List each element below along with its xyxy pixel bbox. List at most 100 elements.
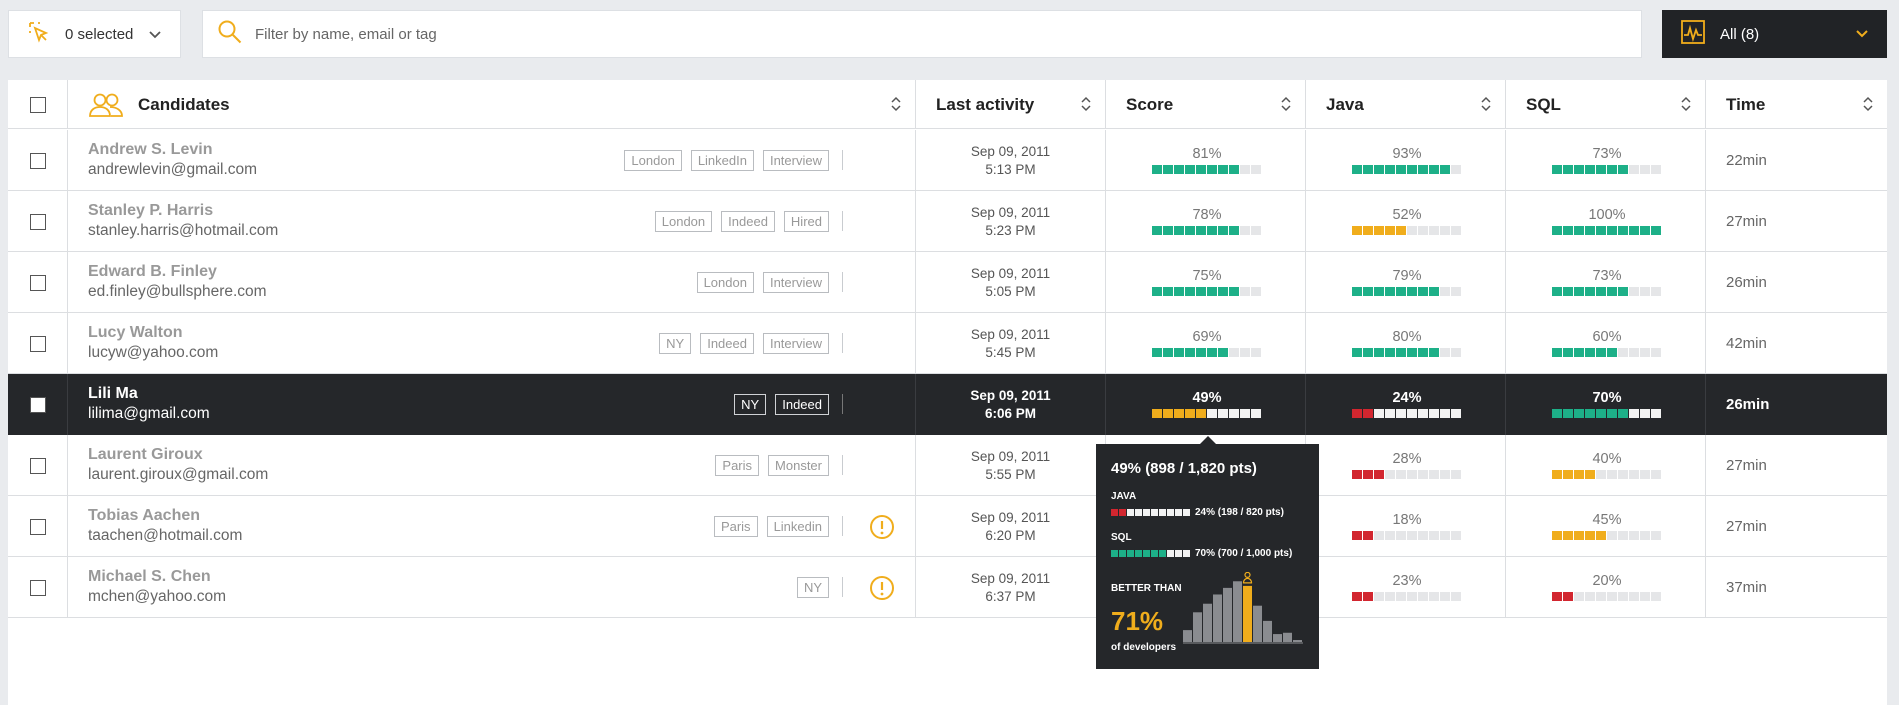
candidate-name[interactable]: Michael S. Chen bbox=[88, 568, 211, 585]
bar-segment bbox=[1229, 348, 1239, 357]
selection-dropdown[interactable]: 0 selected bbox=[8, 10, 181, 58]
candidate-name[interactable]: Lucy Walton bbox=[88, 324, 183, 341]
candidate-tag[interactable]: Monster bbox=[768, 455, 829, 476]
candidate-name[interactable]: Laurent Giroux bbox=[88, 446, 203, 463]
candidate-tag[interactable]: Interview bbox=[762, 333, 829, 354]
warning-icon[interactable] bbox=[869, 575, 895, 606]
candidate-name[interactable]: Andrew S. Levin bbox=[88, 141, 213, 158]
column-title: Time bbox=[1726, 94, 1766, 114]
row-checkbox[interactable] bbox=[29, 152, 46, 169]
column-header-time[interactable]: Time bbox=[1706, 80, 1887, 129]
sort-icon[interactable] bbox=[1681, 96, 1691, 117]
table-row[interactable]: Edward B. Finley ed.finley@bullsphere.com… bbox=[8, 252, 1887, 313]
table-row[interactable]: Andrew S. Levin andrewlevin@gmail.com Lond… bbox=[8, 130, 1887, 191]
select-all-checkbox[interactable] bbox=[29, 96, 46, 113]
row-checkbox[interactable] bbox=[29, 335, 46, 352]
candidate-tag[interactable]: Paris bbox=[715, 455, 760, 476]
bar-segment bbox=[1629, 165, 1639, 174]
bar-segment bbox=[1119, 509, 1126, 516]
candidate-tag[interactable]: Indeed bbox=[721, 211, 775, 232]
java-bar bbox=[1352, 226, 1462, 235]
search-bar[interactable] bbox=[202, 10, 1642, 58]
bar-segment bbox=[1185, 287, 1195, 296]
sort-icon[interactable] bbox=[1281, 96, 1291, 117]
candidate-tag[interactable]: London bbox=[624, 150, 682, 171]
sql-bar bbox=[1552, 165, 1662, 174]
bar-segment bbox=[1607, 165, 1617, 174]
candidate-email: lucyw@yahoo.com bbox=[88, 344, 219, 361]
candidate-tag[interactable]: Linkedin bbox=[766, 516, 829, 537]
sql-cell: 73% bbox=[1506, 252, 1706, 313]
column-header-candidates[interactable]: Candidates bbox=[68, 80, 916, 129]
warning-icon[interactable] bbox=[869, 514, 895, 545]
bar-segment bbox=[1552, 531, 1562, 540]
java-percent: 80% bbox=[1392, 329, 1422, 345]
candidate-tag[interactable]: Indeed bbox=[700, 333, 754, 354]
candidate-tag[interactable]: Indeed bbox=[775, 394, 829, 415]
candidate-name[interactable]: Edward B. Finley bbox=[88, 263, 217, 280]
last-activity-cell: Sep 09, 2011 5:05 PM bbox=[916, 252, 1106, 313]
table-row[interactable]: Tobias Aachen taachen@hotmail.com Paris Lin… bbox=[8, 496, 1887, 557]
candidate-tag[interactable]: London bbox=[696, 272, 754, 293]
score-cell: 49% bbox=[1106, 374, 1306, 435]
bar-segment bbox=[1607, 348, 1617, 357]
row-checkbox[interactable] bbox=[29, 274, 46, 291]
table-row[interactable]: Laurent Giroux laurent.giroux@gmail.com Pa… bbox=[8, 435, 1887, 496]
candidate-tag[interactable]: NY bbox=[796, 577, 829, 598]
row-checkbox[interactable] bbox=[29, 579, 46, 596]
bar-segment bbox=[1451, 592, 1461, 601]
table-row[interactable]: Michael S. Chen mchen@yahoo.com NY Sep 09, … bbox=[8, 557, 1887, 618]
bar-segment bbox=[1418, 348, 1428, 357]
search-input[interactable] bbox=[255, 25, 1455, 43]
sql-meter: 20% bbox=[1552, 573, 1662, 601]
candidate-tag[interactable]: NY bbox=[659, 333, 692, 354]
divider bbox=[842, 577, 843, 597]
bar-segment bbox=[1385, 470, 1395, 479]
candidate-tag[interactable]: Interview bbox=[762, 150, 829, 171]
column-header-last-activity[interactable]: Last activity bbox=[916, 80, 1106, 129]
row-checkbox[interactable] bbox=[29, 396, 46, 413]
filter-dropdown[interactable]: All (8) bbox=[1662, 10, 1887, 58]
candidate-tag[interactable]: NY bbox=[734, 394, 767, 415]
bar-segment bbox=[1175, 509, 1182, 516]
candidate-tag[interactable]: London bbox=[654, 211, 713, 232]
sort-icon[interactable] bbox=[1081, 96, 1091, 117]
bar-segment bbox=[1363, 409, 1373, 418]
candidate-cell: Andrew S. Levin andrewlevin@gmail.com Lond… bbox=[68, 130, 916, 191]
candidate-name[interactable]: Tobias Aachen bbox=[88, 507, 201, 524]
column-header-score[interactable]: Score bbox=[1106, 80, 1306, 129]
row-checkbox[interactable] bbox=[29, 518, 46, 535]
table-row[interactable]: Lucy Walton lucyw@yahoo.com NY Indeed Interv… bbox=[8, 313, 1887, 374]
sort-icon[interactable] bbox=[891, 96, 901, 117]
candidate-tag[interactable]: LinkedIn bbox=[690, 150, 754, 171]
candidate-email: andrewlevin@gmail.com bbox=[88, 161, 258, 178]
candidate-tag[interactable]: Hired bbox=[783, 211, 829, 232]
candidate-name[interactable]: Stanley P. Harris bbox=[88, 202, 214, 219]
bar-segment bbox=[1574, 165, 1584, 174]
bar-segment bbox=[1385, 287, 1395, 296]
bar-segment bbox=[1374, 470, 1384, 479]
tooltip-sql-bar bbox=[1111, 550, 1190, 557]
tooltip-sql-line: 70% (700 / 1,000 pts) bbox=[1111, 548, 1304, 559]
candidate-tag[interactable]: Paris bbox=[713, 516, 758, 537]
row-checkbox[interactable] bbox=[29, 213, 46, 230]
row-checkbox[interactable] bbox=[29, 457, 46, 474]
bar-segment bbox=[1174, 226, 1184, 235]
java-cell: 28% bbox=[1306, 435, 1506, 496]
bar-segment bbox=[1196, 409, 1206, 418]
sort-icon[interactable] bbox=[1481, 96, 1491, 117]
column-title: Last activity bbox=[936, 94, 1035, 114]
table-row[interactable]: Stanley P. Harris stanley.harris@hotmail.… bbox=[8, 191, 1887, 252]
bar-segment bbox=[1218, 409, 1228, 418]
candidate-tag[interactable]: Interview bbox=[762, 272, 829, 293]
bar-segment bbox=[1196, 287, 1206, 296]
column-header-java[interactable]: Java bbox=[1306, 80, 1506, 129]
candidate-name[interactable]: Lili Ma bbox=[88, 385, 138, 402]
java-percent: 93% bbox=[1392, 146, 1422, 162]
table-row[interactable]: Lili Ma lilima@gmail.com NY Indeed Sep 09, 2… bbox=[8, 374, 1887, 435]
bar-segment bbox=[1218, 226, 1228, 235]
sort-icon[interactable] bbox=[1863, 96, 1873, 117]
column-header-sql[interactable]: SQL bbox=[1506, 80, 1706, 129]
bar-segment bbox=[1135, 509, 1142, 516]
bar-segment bbox=[1596, 592, 1606, 601]
